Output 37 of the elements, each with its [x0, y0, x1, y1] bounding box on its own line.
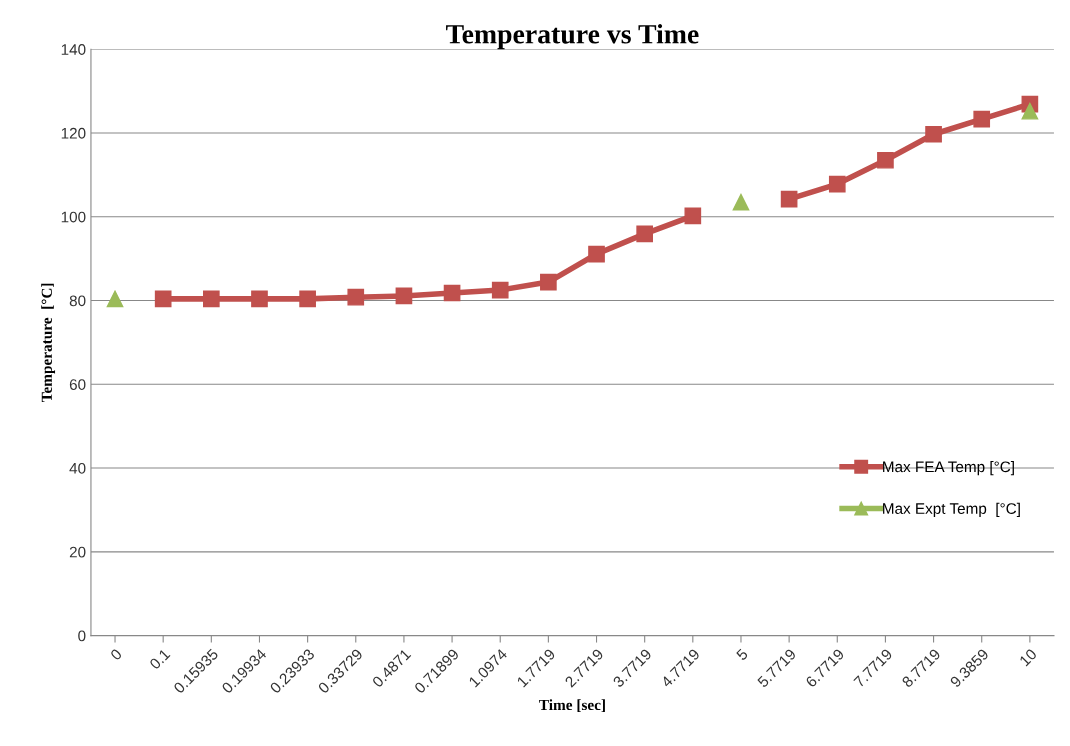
point [973, 110, 991, 128]
x-tick-label: 0.1 [148, 648, 171, 670]
point [732, 193, 750, 211]
x-axis-title: Time [sec] [539, 699, 605, 712]
point [925, 125, 942, 143]
y-tick-label: 140 [61, 44, 86, 55]
point [1021, 102, 1039, 120]
point [299, 290, 316, 308]
x-tick-label: 5 [735, 648, 749, 661]
point [540, 273, 557, 291]
x-tick-label: 0 [109, 648, 123, 661]
point [443, 284, 461, 302]
point [684, 207, 702, 225]
point [491, 281, 509, 299]
y-tick-label: 80 [69, 295, 86, 307]
point [877, 151, 894, 169]
point [251, 290, 268, 308]
point [780, 190, 798, 208]
point [347, 288, 365, 306]
point [828, 175, 846, 193]
legend-label: Max FEA Temp [°C] [883, 461, 1014, 476]
y-tick-label: 100 [61, 211, 86, 223]
point [636, 225, 654, 243]
y-tick-label: 120 [61, 127, 86, 139]
point [154, 290, 172, 308]
point [395, 287, 413, 305]
y-tick-label: 20 [69, 546, 86, 558]
y-tick-label: 40 [69, 462, 86, 474]
y-tick-label: 60 [69, 379, 86, 390]
point [202, 290, 220, 308]
x-tick-label: 10 [1018, 648, 1038, 667]
legend-label: Max Expt Temp [°C] [883, 502, 1020, 517]
y-tick-label: 0 [78, 630, 86, 642]
y-axis-title: Temperature [°C] [41, 283, 56, 403]
point [106, 290, 124, 308]
chart-title: Temperature vs Time [446, 24, 699, 50]
point [588, 245, 605, 263]
